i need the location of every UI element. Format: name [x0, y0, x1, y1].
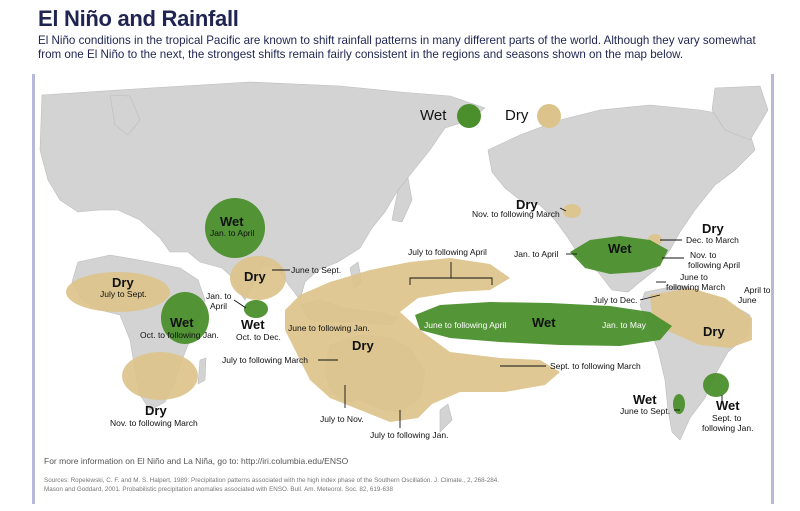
equatorial-pacific-period-1: June to following April	[424, 320, 506, 330]
indonesia-period: June to following Jan.	[288, 323, 370, 333]
pointer-central-pacific-bracket	[409, 262, 493, 285]
wet-region-equatorial-pacific	[415, 302, 672, 346]
australia-period-1: July to following March	[222, 355, 308, 365]
sri-lanka-word: Wet	[241, 317, 265, 332]
land-masses	[39, 81, 769, 441]
brazil-word: Dry	[703, 324, 725, 339]
brazil-period-2: June	[738, 295, 757, 305]
legend-wet-label: Wet	[420, 107, 447, 124]
west-africa-period: July to Sept.	[100, 289, 147, 299]
legend-dry-swatch	[537, 104, 561, 128]
dry-regions	[66, 204, 752, 422]
caribbean-period-1: June to	[680, 272, 708, 282]
central-asia-period: Jan. to April	[210, 228, 255, 238]
page-title: El Niño and Rainfall	[38, 6, 239, 31]
madagascar-landmass	[197, 357, 207, 385]
chile-word: Wet	[633, 392, 657, 407]
uruguay-period-2: following Jan.	[702, 423, 754, 433]
ohio-valley-word: Dry	[702, 221, 724, 236]
wet-region-east-africa	[161, 292, 209, 344]
wet-regions	[161, 198, 729, 414]
southern-africa-period: Nov. to following March	[110, 418, 198, 428]
sources-line-1: Sources: Ropelewski, C. F. and M. S. Hal…	[44, 477, 500, 484]
region-labels: Dry July to Sept. Wet Oct. to following …	[100, 197, 771, 440]
australia-period-3: July to following Jan.	[370, 430, 448, 440]
legend-wet-swatch	[457, 104, 481, 128]
india-jan-period-2: April	[210, 301, 227, 311]
wet-region-uruguay	[703, 373, 729, 397]
australia-period-2: July to Nov.	[320, 414, 364, 424]
dry-region-australia-indonesia	[285, 258, 560, 422]
greenland-landmass	[711, 85, 769, 141]
wet-region-central-asia	[205, 198, 265, 258]
chile-period: June to Sept.	[620, 406, 670, 416]
india-jan-period-1: Jan. to	[206, 291, 232, 301]
japan-landmass	[391, 177, 413, 223]
wet-region-sri-lanka	[244, 300, 268, 318]
equatorial-pacific-word: Wet	[532, 315, 556, 330]
intro-paragraph: El Niño conditions in the tropical Pacif…	[38, 34, 756, 61]
more-info-link[interactable]: For more information on El Niño and La N…	[44, 456, 349, 466]
caribbean-period-2: following March	[666, 282, 725, 292]
central-america-period: July to Dec.	[593, 295, 637, 305]
uruguay-word: Wet	[716, 398, 740, 413]
east-africa-period: Oct. to following Jan.	[140, 330, 219, 340]
india-period: June to Sept.	[291, 265, 341, 275]
central-asia-word: Wet	[220, 214, 244, 229]
gulf-coast-period: Jan. to April	[514, 249, 559, 259]
wet-region-gulf-coast	[570, 236, 668, 274]
pointer-lines	[233, 207, 723, 428]
new-zealand-landmass	[439, 403, 453, 433]
australia-word: Dry	[352, 338, 374, 353]
gulf-coast-word: Wet	[608, 241, 632, 256]
india-word: Dry	[244, 269, 266, 284]
sw-pacific-period: Sept. to following March	[550, 361, 641, 371]
map-legend: Wet Dry	[420, 104, 561, 128]
dry-region-southern-africa	[122, 352, 198, 400]
se-us-period-2: following April	[688, 260, 740, 270]
dry-region-brazil	[650, 288, 752, 348]
central-pacific-period: July to following April	[408, 247, 487, 257]
sri-lanka-period: Oct. to Dec.	[236, 332, 281, 342]
west-africa-word: Dry	[112, 275, 134, 290]
equatorial-pacific-period-2: Jan. to May	[602, 320, 647, 330]
east-africa-word: Wet	[170, 315, 194, 330]
legend-dry-label: Dry	[505, 107, 529, 124]
dry-region-india	[230, 256, 286, 300]
brazil-period-1: April to	[744, 285, 771, 295]
dry-region-alaska	[563, 204, 581, 218]
pointer-central-america	[639, 294, 661, 301]
southern-africa-word: Dry	[145, 403, 167, 418]
ohio-valley-period: Dec. to March	[686, 235, 739, 245]
wet-region-chile	[673, 394, 685, 414]
alaska-period: Nov. to following March	[472, 209, 560, 219]
pointer-alaska	[559, 207, 567, 212]
sources-line-2: Mason and Goddard, 2001. Probabilistic p…	[44, 486, 393, 493]
uruguay-period-1: Sept. to	[712, 413, 742, 423]
dry-region-west-africa	[66, 272, 170, 312]
pointer-india-jan	[233, 299, 247, 309]
scandinavia-landmass	[109, 94, 141, 136]
se-us-period-1: Nov. to	[690, 250, 717, 260]
alaska-word: Dry	[516, 197, 538, 212]
